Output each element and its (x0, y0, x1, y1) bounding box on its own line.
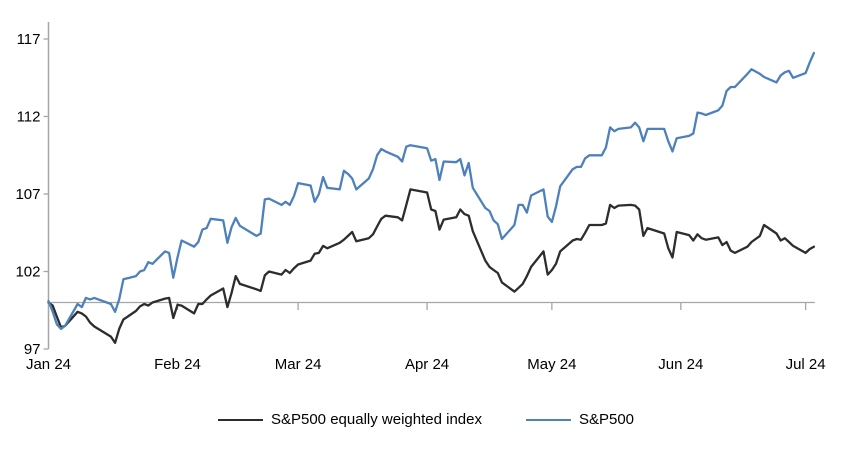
sp500-equal-weight-line (47, 188, 816, 344)
sp500-line-swatch (525, 418, 571, 421)
y-tick-label: 117 (17, 31, 41, 48)
x-tick-label: Jun 24 (658, 356, 703, 373)
x-tick-label: Jul 24 (786, 356, 826, 373)
legend-item-sp500: S&P500 (525, 411, 635, 428)
x-tick-label: Apr 24 (405, 356, 449, 373)
legend-item-sp500-equal-weight: S&P500 equally weighted index (217, 411, 482, 428)
y-tick-label: 107 (15, 186, 40, 203)
x-tick-label: Mar 24 (275, 356, 322, 373)
y-tick-label: 112 (17, 109, 41, 126)
sp500-line (47, 51, 816, 331)
y-tick-label: 97 (24, 341, 41, 358)
sp500-equal-weight-line-swatch (217, 418, 263, 421)
y-tick-label: 102 (15, 264, 40, 281)
legend-label-sp500-equal-weight: S&P500 equally weighted index (270, 411, 482, 428)
x-tick-label: Jan 24 (26, 356, 71, 373)
chart-legend: S&P500 equally weighted index S&P500 (0, 411, 852, 428)
x-tick-label: Feb 24 (154, 356, 201, 373)
legend-label-sp500: S&P500 (578, 411, 635, 428)
x-tick-label: May 24 (527, 356, 576, 373)
